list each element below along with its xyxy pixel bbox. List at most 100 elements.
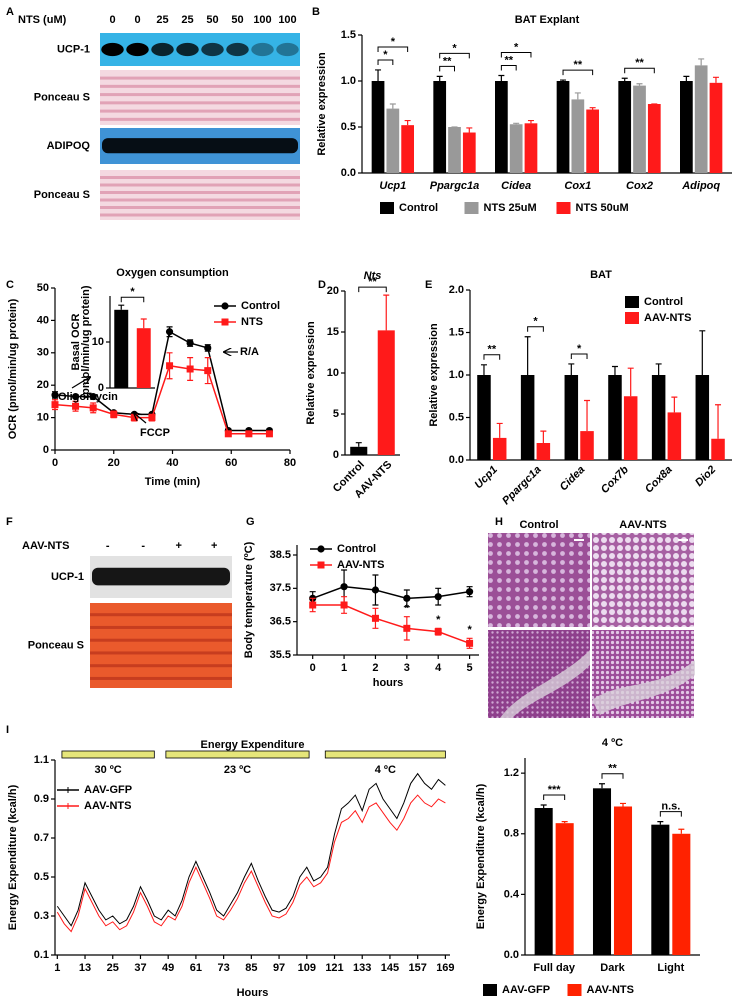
legend-label: Control [399,202,438,214]
significance-bracket [439,65,455,72]
x-tick-label: Light [657,962,684,974]
significance-bracket [562,69,594,76]
bar [586,109,599,173]
blot-stripe [100,84,300,88]
blot-stripe [100,101,300,105]
y-tick-label: 0.0 [504,949,519,961]
significance-bracket [527,326,544,332]
error-bar [574,92,581,100]
error-bar [389,103,396,109]
x-tick-label: 4 [435,662,442,674]
panel-label: B [312,6,320,18]
bar [633,85,646,173]
period-label: 23 ºC [224,764,251,776]
blot-image [90,603,232,688]
significance-label: ** [368,276,377,288]
x-tick-label: Cox2 [626,180,653,192]
bar [571,99,585,173]
panel-label: D [318,279,326,291]
error-bar [611,365,618,375]
series-line [56,794,446,933]
legend-label: NTS 25uM [484,202,537,214]
blot-band [101,42,124,57]
blot-band [102,138,298,154]
y-tick-label: 0.4 [504,888,520,900]
x-tick-label: 97 [273,962,285,974]
x-tick-label: 85 [245,962,257,974]
error-bar [636,83,643,86]
panel-label: C [6,279,14,291]
error-bar [671,396,678,413]
x-tick-label: 169 [436,962,454,974]
error-bar [678,828,685,834]
y-tick-label: 38.5 [270,549,291,561]
data-point [309,601,317,609]
bar [477,375,491,460]
legend-swatch [483,984,497,996]
blot-stripe [100,176,300,179]
x-tick-label: Cox8a [643,464,675,496]
y-axis-label: Energy Expenditure (kcal/h) [7,784,19,930]
error-bar [627,367,634,397]
bar [608,375,622,460]
bar [495,81,508,173]
x-tick-label: 5 [467,662,473,674]
x-tick-label: 121 [325,962,343,974]
significance-label: ** [443,55,452,67]
annotation: R/A [240,346,259,358]
significance-bracket [120,296,145,303]
y-axis-label: Relative expression [316,52,328,156]
data-point [224,430,232,438]
blot-stripe [100,213,300,217]
legend-label: Control [241,300,280,312]
bar [711,438,725,460]
significance-bracket [624,67,655,74]
annotation: FCCP [140,427,170,439]
significance-bracket [377,59,394,65]
bar [680,81,693,173]
y-tick-label: 0 [98,382,104,394]
lane-label: 100 [253,14,271,26]
y-tick-label: 15 [327,326,339,338]
significance-bracket [543,794,566,800]
y-axis-label: OCR (pmol/min/ug protein) [7,298,19,439]
blot-band [201,42,224,57]
legend-swatch [625,312,639,324]
legend-label: AAV-NTS [337,559,384,571]
data-point [165,328,174,336]
chart-title: BAT [590,269,612,281]
y-tick-label: 35.5 [270,649,291,661]
blot-band [226,42,249,57]
legend-label: AAV-NTS [587,984,634,996]
y-tick-label: 20 [37,379,49,391]
panel-label: H [495,516,503,528]
legend-label: Control [337,543,376,555]
bar [613,806,633,955]
x-tick-label: Ucp1 [472,464,500,492]
x-tick-label: 25 [107,962,119,974]
y-tick-label: 36.5 [270,616,291,628]
significance-label: ** [574,59,583,71]
error-bar [698,58,705,66]
x-tick-label: 1 [54,962,60,974]
y-tick-label: 0 [333,449,339,461]
bar [492,437,507,460]
significance-label: * [467,624,472,636]
bar [592,788,612,955]
y-tick-label: 30 [37,347,49,359]
data-point [110,410,118,418]
data-point [204,344,212,352]
significance-bracket [601,773,624,779]
blot-stripe [100,109,300,113]
data-point [340,601,348,609]
panel-label: F [6,516,13,528]
bar [524,123,538,173]
error-bar [683,75,690,81]
error-bar [513,122,520,125]
blot-stripe [90,676,232,680]
significance-bracket [500,51,532,58]
error-bar [436,75,443,81]
bar [647,104,661,173]
error-bar [496,422,503,438]
bar [136,328,151,388]
